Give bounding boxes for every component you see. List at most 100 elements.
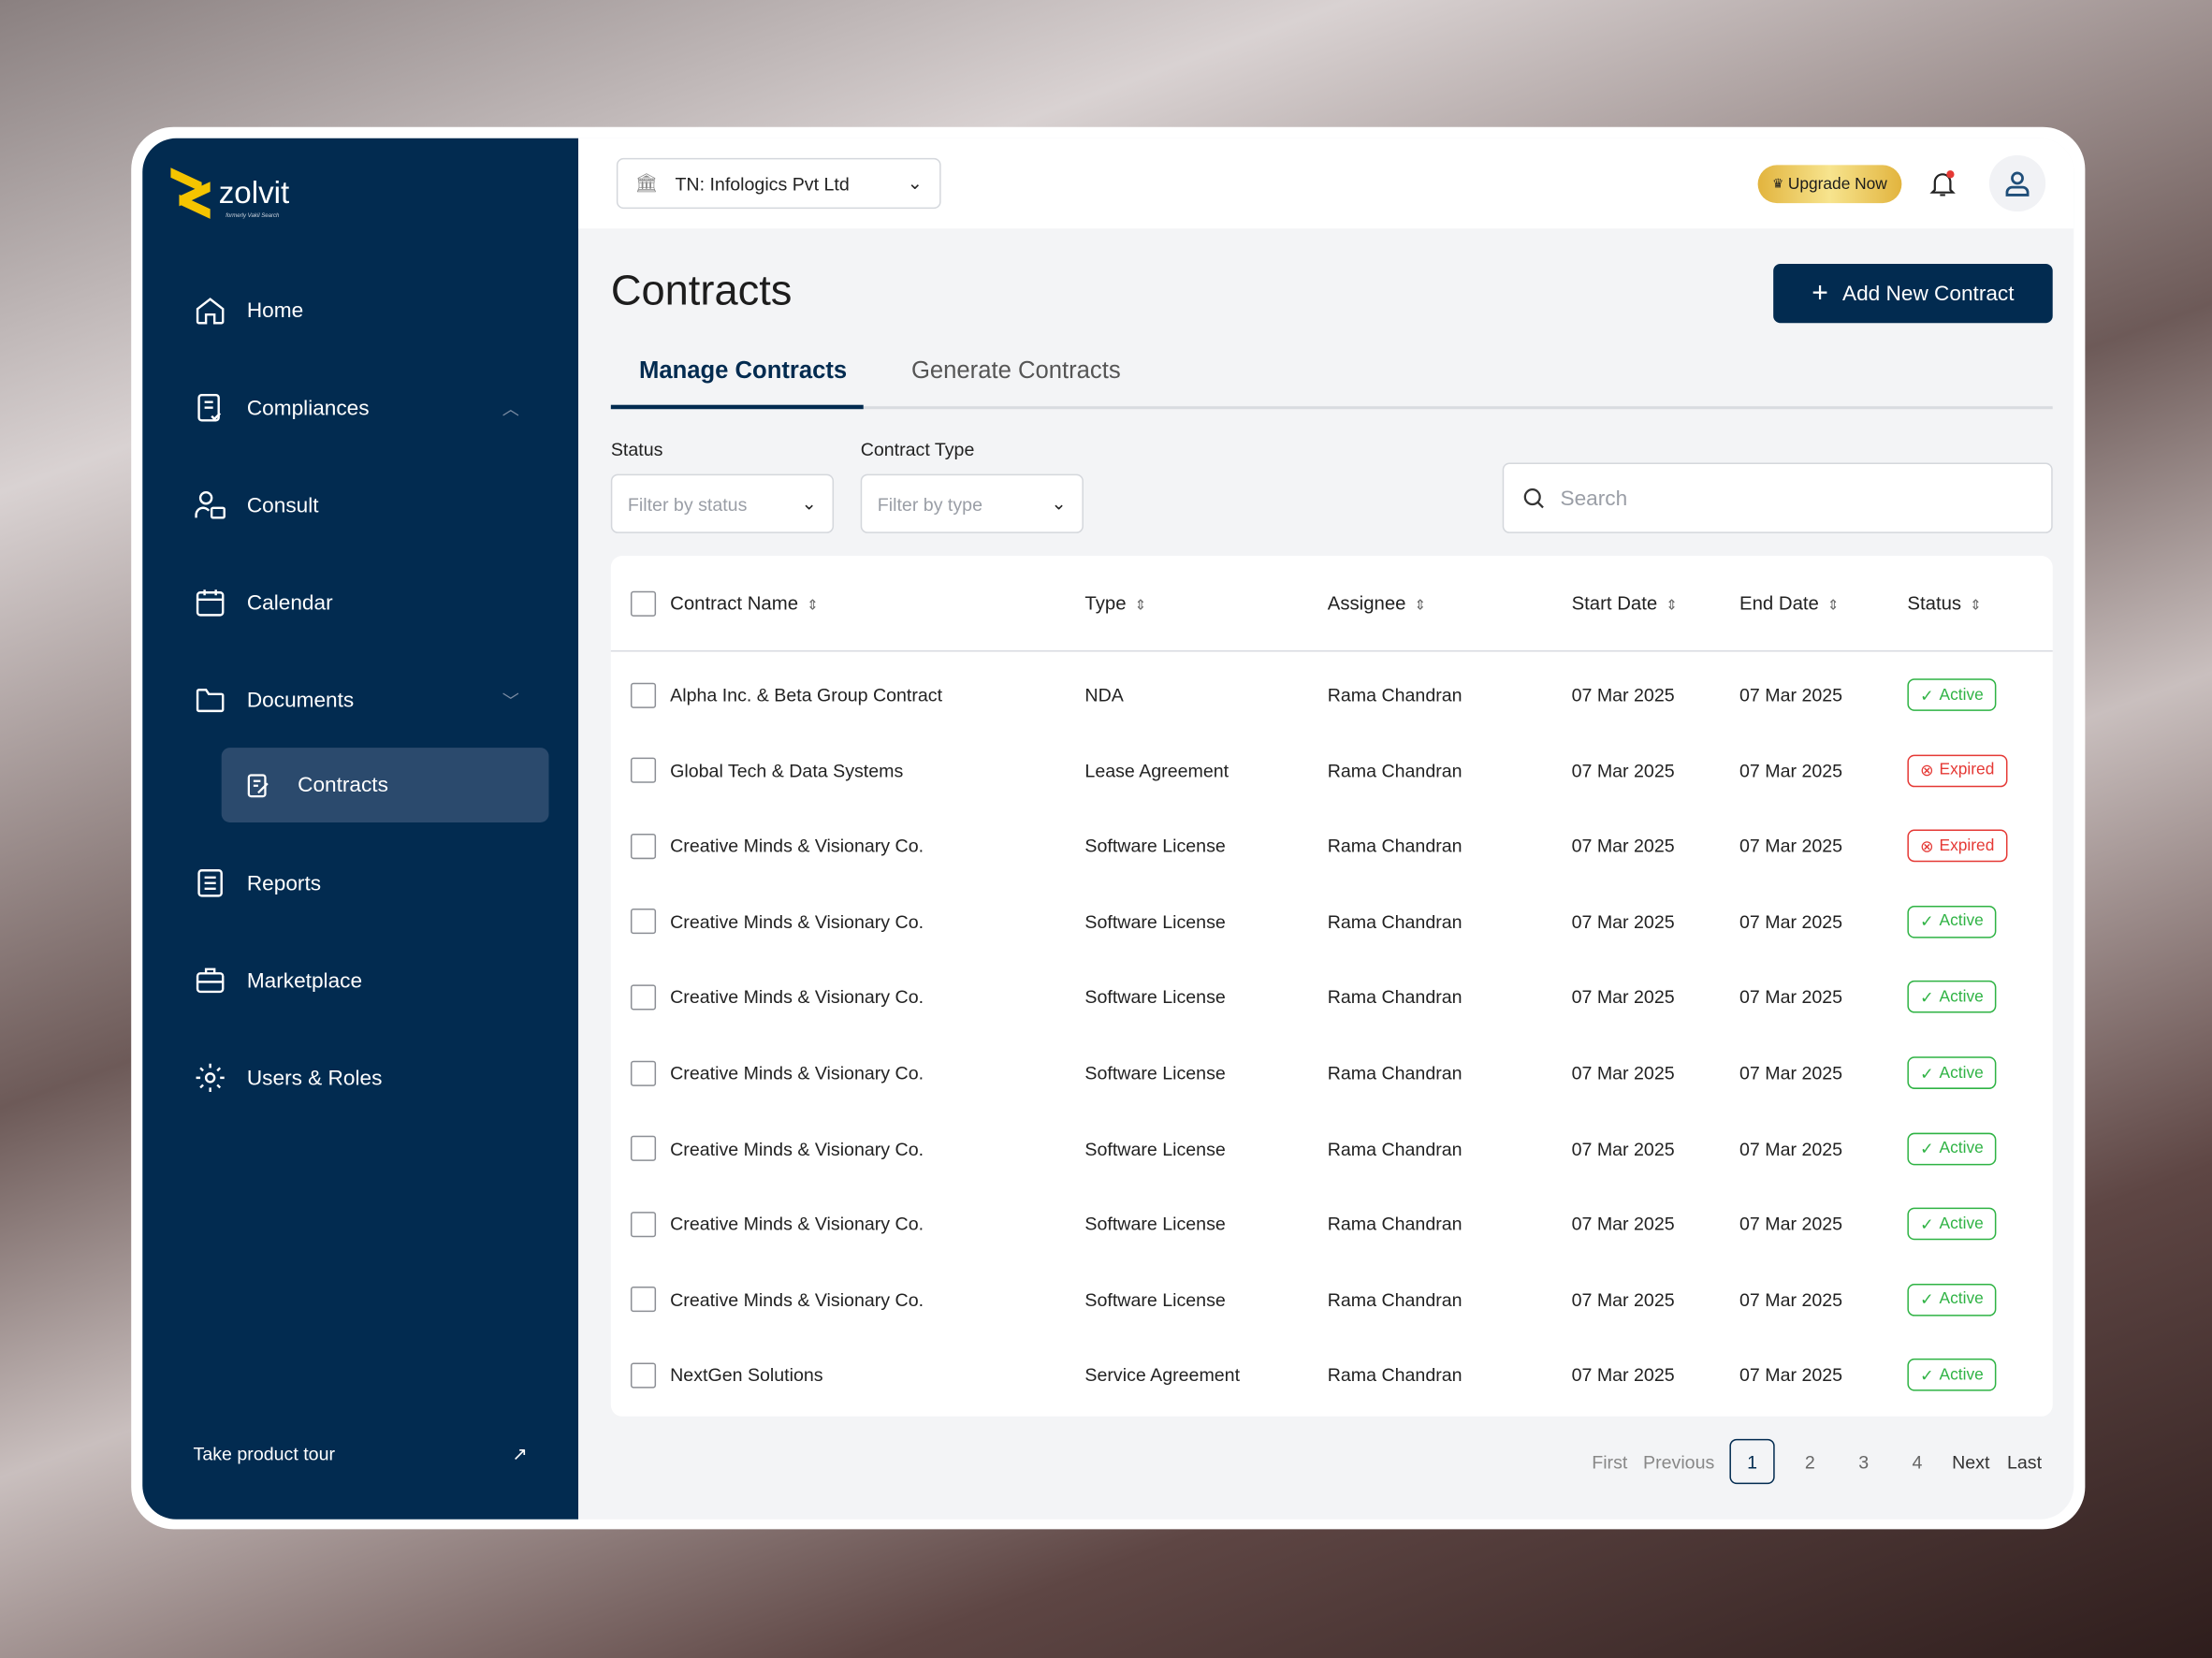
contract-type: Software License <box>1084 1213 1226 1235</box>
check-circle-icon: ✓ <box>1919 914 1934 932</box>
table-row[interactable]: Alpha Inc. & Beta Group Contract NDA Rama … <box>611 658 2053 733</box>
status-badge: ✓ Active <box>1907 905 1997 938</box>
tab-generate-contracts[interactable]: Generate Contracts <box>910 356 1121 385</box>
search-input[interactable]: Search <box>1502 462 2053 533</box>
page-2-button[interactable]: 2 <box>1804 1450 1815 1473</box>
sidebar-item-label: Consult <box>246 492 319 517</box>
row-checkbox[interactable] <box>630 984 657 1011</box>
row-checkbox[interactable] <box>630 1362 657 1389</box>
table-row[interactable]: Global Tech & Data Systems Lease Agreemen… <box>611 733 2053 807</box>
sidebar-item-consult[interactable]: Consult <box>194 488 319 522</box>
column-header-end-date[interactable]: End Date ⇕ <box>1739 592 1840 614</box>
sort-icon: ⇕ <box>1970 598 1982 614</box>
row-checkbox[interactable] <box>630 1287 657 1313</box>
add-label: Add New Contract <box>1842 281 2015 306</box>
column-header-start-date[interactable]: Start Date ⇕ <box>1572 592 1678 614</box>
sort-icon: ⇕ <box>1414 598 1427 614</box>
chevron-up-icon[interactable]: ︿ <box>502 399 519 419</box>
logo[interactable]: zolvit formerly Vakil Search <box>170 167 289 219</box>
page-1-button[interactable]: 1 <box>1729 1438 1775 1485</box>
add-new-contract-button[interactable]: + Add New Contract <box>1773 263 2053 324</box>
table-row[interactable]: Creative Minds & Visionary Co. Software L… <box>611 960 2053 1035</box>
column-header-contract-name[interactable]: Contract Name ⇕ <box>670 592 819 614</box>
contract-type: Software License <box>1084 1288 1226 1311</box>
x-circle-icon: ⊗ <box>1919 763 1934 780</box>
sidebar-item-calendar[interactable]: Calendar <box>194 586 333 619</box>
start-date: 07 Mar 2025 <box>1571 1138 1675 1159</box>
table-row[interactable]: Creative Minds & Visionary Co. Software L… <box>611 1111 2053 1185</box>
row-checkbox[interactable] <box>630 757 657 783</box>
sidebar-item-marketplace[interactable]: Marketplace <box>194 964 362 997</box>
contract-name[interactable]: Creative Minds & Visionary Co. <box>670 986 924 1009</box>
sidebar-item-users-roles[interactable]: Users & Roles <box>194 1061 383 1095</box>
assignee: Rama Chandran <box>1327 760 1463 781</box>
row-checkbox[interactable] <box>630 1135 657 1161</box>
chevron-down-icon[interactable]: ﹀ <box>502 691 519 711</box>
contract-type: Software License <box>1084 986 1226 1009</box>
table-row[interactable]: Creative Minds & Visionary Co. Software L… <box>611 884 2053 959</box>
row-checkbox[interactable] <box>630 909 657 935</box>
tab-manage-contracts[interactable]: Manage Contracts <box>638 356 848 385</box>
user-avatar[interactable] <box>1988 154 2046 212</box>
row-checkbox[interactable] <box>630 833 657 859</box>
column-header-assignee[interactable]: Assignee ⇕ <box>1328 592 1426 614</box>
status-badge: ⊗ Expired <box>1907 754 2007 787</box>
brand-tagline: formerly Vakil Search <box>226 211 280 219</box>
next-page-button[interactable]: Next <box>1952 1450 1990 1473</box>
contract-name[interactable]: Creative Minds & Visionary Co. <box>670 835 924 857</box>
last-page-button[interactable]: Last <box>2007 1450 2043 1473</box>
product-tour-link[interactable]: Take product tour ↗ <box>194 1443 528 1465</box>
previous-page-button[interactable]: Previous <box>1643 1450 1715 1473</box>
column-header-status[interactable]: Status ⇕ <box>1907 592 1981 614</box>
status-label: Active <box>1939 988 1984 1006</box>
column-header-type[interactable]: Type ⇕ <box>1084 592 1146 614</box>
table-row[interactable]: Creative Minds & Visionary Co. Software L… <box>611 1036 2053 1111</box>
type-filter-select[interactable]: Filter by type ⌄ <box>860 473 1084 533</box>
upgrade-button[interactable]: ♛ Upgrade Now <box>1757 165 1902 204</box>
first-page-button[interactable]: First <box>1592 1450 1628 1473</box>
status-label: Active <box>1939 1290 1984 1309</box>
contract-name[interactable]: Creative Minds & Visionary Co. <box>670 1062 924 1084</box>
consult-icon <box>195 490 226 519</box>
sidebar-item-reports[interactable]: Reports <box>194 866 321 900</box>
notification-bell-icon[interactable] <box>1928 167 1958 208</box>
row-checkbox[interactable] <box>630 1211 657 1237</box>
status-label: Expired <box>1939 762 1995 779</box>
page-4-button[interactable]: 4 <box>1912 1450 1923 1473</box>
sidebar-item-documents[interactable]: Documents <box>194 683 354 717</box>
start-date: 07 Mar 2025 <box>1571 760 1675 781</box>
contract-name[interactable]: Alpha Inc. & Beta Group Contract <box>670 684 943 705</box>
chevron-down-icon: ⌄ <box>1051 492 1067 514</box>
contract-name[interactable]: Creative Minds & Visionary Co. <box>670 1138 924 1159</box>
contract-name[interactable]: NextGen Solutions <box>670 1364 823 1387</box>
report-icon <box>197 869 223 897</box>
contract-name[interactable]: Creative Minds & Visionary Co. <box>670 1213 924 1235</box>
sidebar-item-label: Users & Roles <box>246 1066 383 1090</box>
select-all-checkbox[interactable] <box>630 589 657 617</box>
table-row[interactable]: Creative Minds & Visionary Co. Software L… <box>611 1186 2053 1261</box>
table-row[interactable]: Creative Minds & Visionary Co. Software L… <box>611 1262 2053 1337</box>
assignee: Rama Chandran <box>1327 684 1463 705</box>
organization-selector[interactable]: 🏛 TN: Infologics Pvt Ltd ⌄ <box>616 157 941 210</box>
contract-name[interactable]: Creative Minds & Visionary Co. <box>670 910 924 933</box>
table-row[interactable]: NextGen Solutions Service Agreement Rama C… <box>611 1338 2053 1413</box>
start-date: 07 Mar 2025 <box>1571 1062 1675 1084</box>
row-checkbox[interactable] <box>630 1060 657 1086</box>
sidebar-item-home[interactable]: Home <box>194 294 303 327</box>
table-row[interactable]: Creative Minds & Visionary Co. Software L… <box>611 808 2053 883</box>
sidebar-item-compliances[interactable]: Compliances <box>194 391 370 425</box>
row-checkbox[interactable] <box>630 681 657 708</box>
contract-name[interactable]: Global Tech & Data Systems <box>670 760 904 781</box>
contract-type: Software License <box>1084 910 1226 933</box>
status-filter-select[interactable]: Filter by status ⌄ <box>610 473 835 533</box>
main-content: 🏛 TN: Infologics Pvt Ltd ⌄ ♛ Upgrade Now … <box>578 138 2074 1520</box>
column-label: End Date <box>1739 592 1819 614</box>
page-3-button[interactable]: 3 <box>1858 1450 1870 1473</box>
status-badge: ✓ Active <box>1907 678 1997 711</box>
sidebar-item-contracts[interactable]: Contracts <box>221 748 549 822</box>
status-badge: ✓ Active <box>1907 981 1997 1014</box>
status-badge: ✓ Active <box>1907 1132 1997 1165</box>
contract-name[interactable]: Creative Minds & Visionary Co. <box>670 1288 924 1311</box>
type-filter-label: Contract Type <box>860 438 975 460</box>
contract-type: Service Agreement <box>1084 1364 1241 1387</box>
